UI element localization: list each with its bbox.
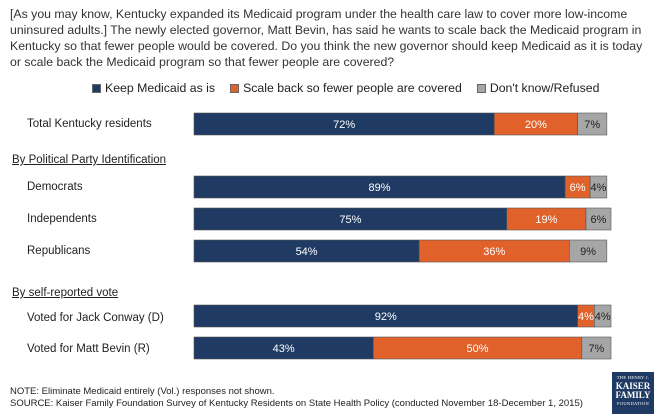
row-label-total: Total Kentucky residents xyxy=(27,118,152,130)
bar-label-dk-4: 4% xyxy=(595,311,611,323)
bar-label-keep-3: 54% xyxy=(296,246,318,258)
bar-label-keep-0: 72% xyxy=(333,119,355,131)
bar-label-keep-1: 89% xyxy=(369,182,391,194)
kff-logo: THE HENRY J. KAISER FAMILY FOUNDATION xyxy=(612,372,654,414)
bar-dk-2 xyxy=(585,207,612,231)
bar-label-scale-1: 6% xyxy=(570,182,586,194)
row-label-independents: Independents xyxy=(27,213,97,225)
legend-label-dk: Don't know/Refused xyxy=(489,81,600,95)
bar-label-dk-3: 9% xyxy=(580,246,596,258)
row-label-conway: Voted for Jack Conway (D) xyxy=(27,312,164,324)
section-label-party: By Political Party Identification xyxy=(12,154,167,166)
footer-note: NOTE: Eliminate Medicaid entirely (Vol.)… xyxy=(10,386,275,397)
row-label-bevin: Voted for Matt Bevin (R) xyxy=(27,343,150,355)
bar-label-scale-5: 50% xyxy=(467,343,489,355)
bar-label-keep-4: 92% xyxy=(375,311,397,323)
legend-swatch-keep xyxy=(92,83,101,93)
bar-label-scale-0: 20% xyxy=(525,119,547,131)
logo-line-1: THE HENRY J. xyxy=(616,375,650,380)
bar-dk-3 xyxy=(568,239,608,263)
bar-label-scale-3: 36% xyxy=(483,246,505,258)
legend-label-keep: Keep Medicaid as is xyxy=(105,81,216,95)
bar-label-dk-2: 6% xyxy=(591,214,607,226)
bar-label-dk-5: 7% xyxy=(588,343,604,355)
bar-label-dk-0: 7% xyxy=(584,119,600,131)
footer-source: SOURCE: Kaiser Family Foundation Survey … xyxy=(10,398,583,409)
logo-line-2: KAISER xyxy=(615,381,651,391)
legend-label-scale: Scale back so fewer people are covered xyxy=(243,81,462,95)
legend-item-dk: Don't know/Refused xyxy=(476,81,600,95)
section-label-vote: By self-reported vote xyxy=(12,287,119,299)
bar-label-scale-4: 4% xyxy=(578,311,594,323)
row-label-democrats: Democrats xyxy=(27,181,83,193)
legend-item-scale: Scale back so fewer people are covered xyxy=(230,81,462,95)
bar-dk-0 xyxy=(577,112,608,136)
bar-label-keep-5: 43% xyxy=(273,343,295,355)
chart-legend: Keep Medicaid as is Scale back so fewer … xyxy=(92,81,614,95)
legend-swatch-scale xyxy=(230,83,240,93)
bar-dk-5 xyxy=(581,336,612,360)
logo-line-4: FOUNDATION xyxy=(617,401,649,406)
legend-item-keep: Keep Medicaid as is xyxy=(92,81,215,95)
legend-swatch-dk xyxy=(476,83,486,93)
survey-question: [As you may know, Kentucky expanded its … xyxy=(10,7,643,69)
row-label-republicans: Republicans xyxy=(27,245,91,257)
bar-dk-4 xyxy=(594,304,612,328)
bar-label-dk-1: 4% xyxy=(591,182,607,194)
bar-dk-1 xyxy=(589,175,608,199)
logo-line-3: FAMILY xyxy=(615,390,651,400)
bar-label-scale-2: 19% xyxy=(535,214,557,226)
bar-label-keep-2: 75% xyxy=(339,214,361,226)
